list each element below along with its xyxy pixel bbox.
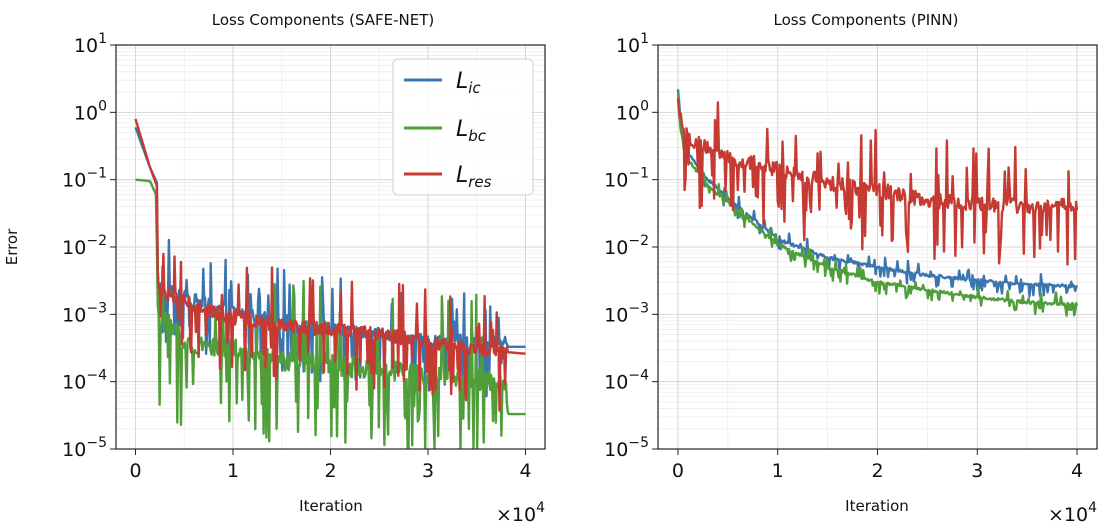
y-tick-label: 100: [74, 98, 107, 124]
series-group: [134, 118, 526, 449]
x-multiplier: ×104: [1048, 500, 1097, 526]
x-axis: 0 1 2 3 4: [129, 449, 532, 482]
legend-label-res: Lres: [456, 163, 492, 191]
y-tick-label: 10−1: [62, 166, 107, 192]
x-multiplier-base: ×10: [496, 504, 536, 526]
chart-title: Loss Components (SAFE-NET): [212, 11, 434, 29]
series-line-l-res: [134, 118, 526, 412]
x-tick-label: 4: [1071, 460, 1083, 482]
y-tick-label: 100: [616, 98, 649, 124]
legend: Lic Lbc Lres: [392, 58, 534, 196]
series-line-l-res: [676, 98, 1079, 266]
y-tick-label: 101: [616, 31, 649, 57]
y-tick-label: 10−5: [62, 435, 107, 461]
y-tick-label: 10−2: [604, 233, 649, 259]
x-multiplier: ×104: [496, 500, 545, 526]
y-tick-label: 10−3: [62, 300, 107, 326]
legend-label-ic: Lic: [456, 69, 481, 97]
y-tick-label: 101: [74, 31, 107, 57]
y-tick-label: 10−3: [604, 300, 649, 326]
x-multiplier-exponent: 4: [1088, 500, 1097, 516]
x-multiplier-exponent: 4: [536, 500, 545, 516]
y-tick-label: 10−4: [604, 368, 649, 394]
x-tick-label: 0: [672, 460, 684, 482]
chart-pinn: Loss Components (PINN) 101 100 10−1 10−2 10−…: [604, 11, 1098, 526]
y-axis: 101 100 10−1 10−2 10−3 10−4 10−5: [604, 31, 658, 461]
series-group: [676, 89, 1079, 317]
series-line-l-ic: [134, 126, 526, 398]
y-axis-label: Error: [3, 228, 21, 265]
y-tick-label: 10−2: [62, 233, 107, 259]
x-tick-label: 2: [324, 460, 336, 482]
chart-title: Loss Components (PINN): [774, 11, 959, 29]
x-multiplier-base: ×10: [1048, 504, 1088, 526]
x-tick-label: 3: [422, 460, 434, 482]
x-tick-label: 2: [871, 460, 883, 482]
y-tick-label: 10−5: [604, 435, 649, 461]
y-tick-label: 10−1: [604, 166, 649, 192]
chart-safe-net: Loss Components (SAFE-NET) 101 100 10−1 10−…: [3, 11, 546, 526]
y-axis: 101 100 10−1 10−2 10−3 10−4 10−5: [62, 31, 116, 461]
x-axis: 0 1 2 3 4: [672, 449, 1083, 482]
y-tick-label: 10−4: [62, 368, 107, 394]
x-tick-label: 1: [227, 460, 239, 482]
x-tick-label: 3: [971, 460, 983, 482]
x-axis-label: Iteration: [299, 497, 363, 515]
legend-box: [392, 58, 534, 196]
x-axis-label: Iteration: [845, 497, 909, 515]
x-tick-label: 1: [772, 460, 784, 482]
series-line-l-bc: [676, 91, 1079, 317]
x-tick-label: 0: [129, 460, 141, 482]
x-tick-label: 4: [519, 460, 531, 482]
series-line-l-bc: [135, 178, 526, 449]
